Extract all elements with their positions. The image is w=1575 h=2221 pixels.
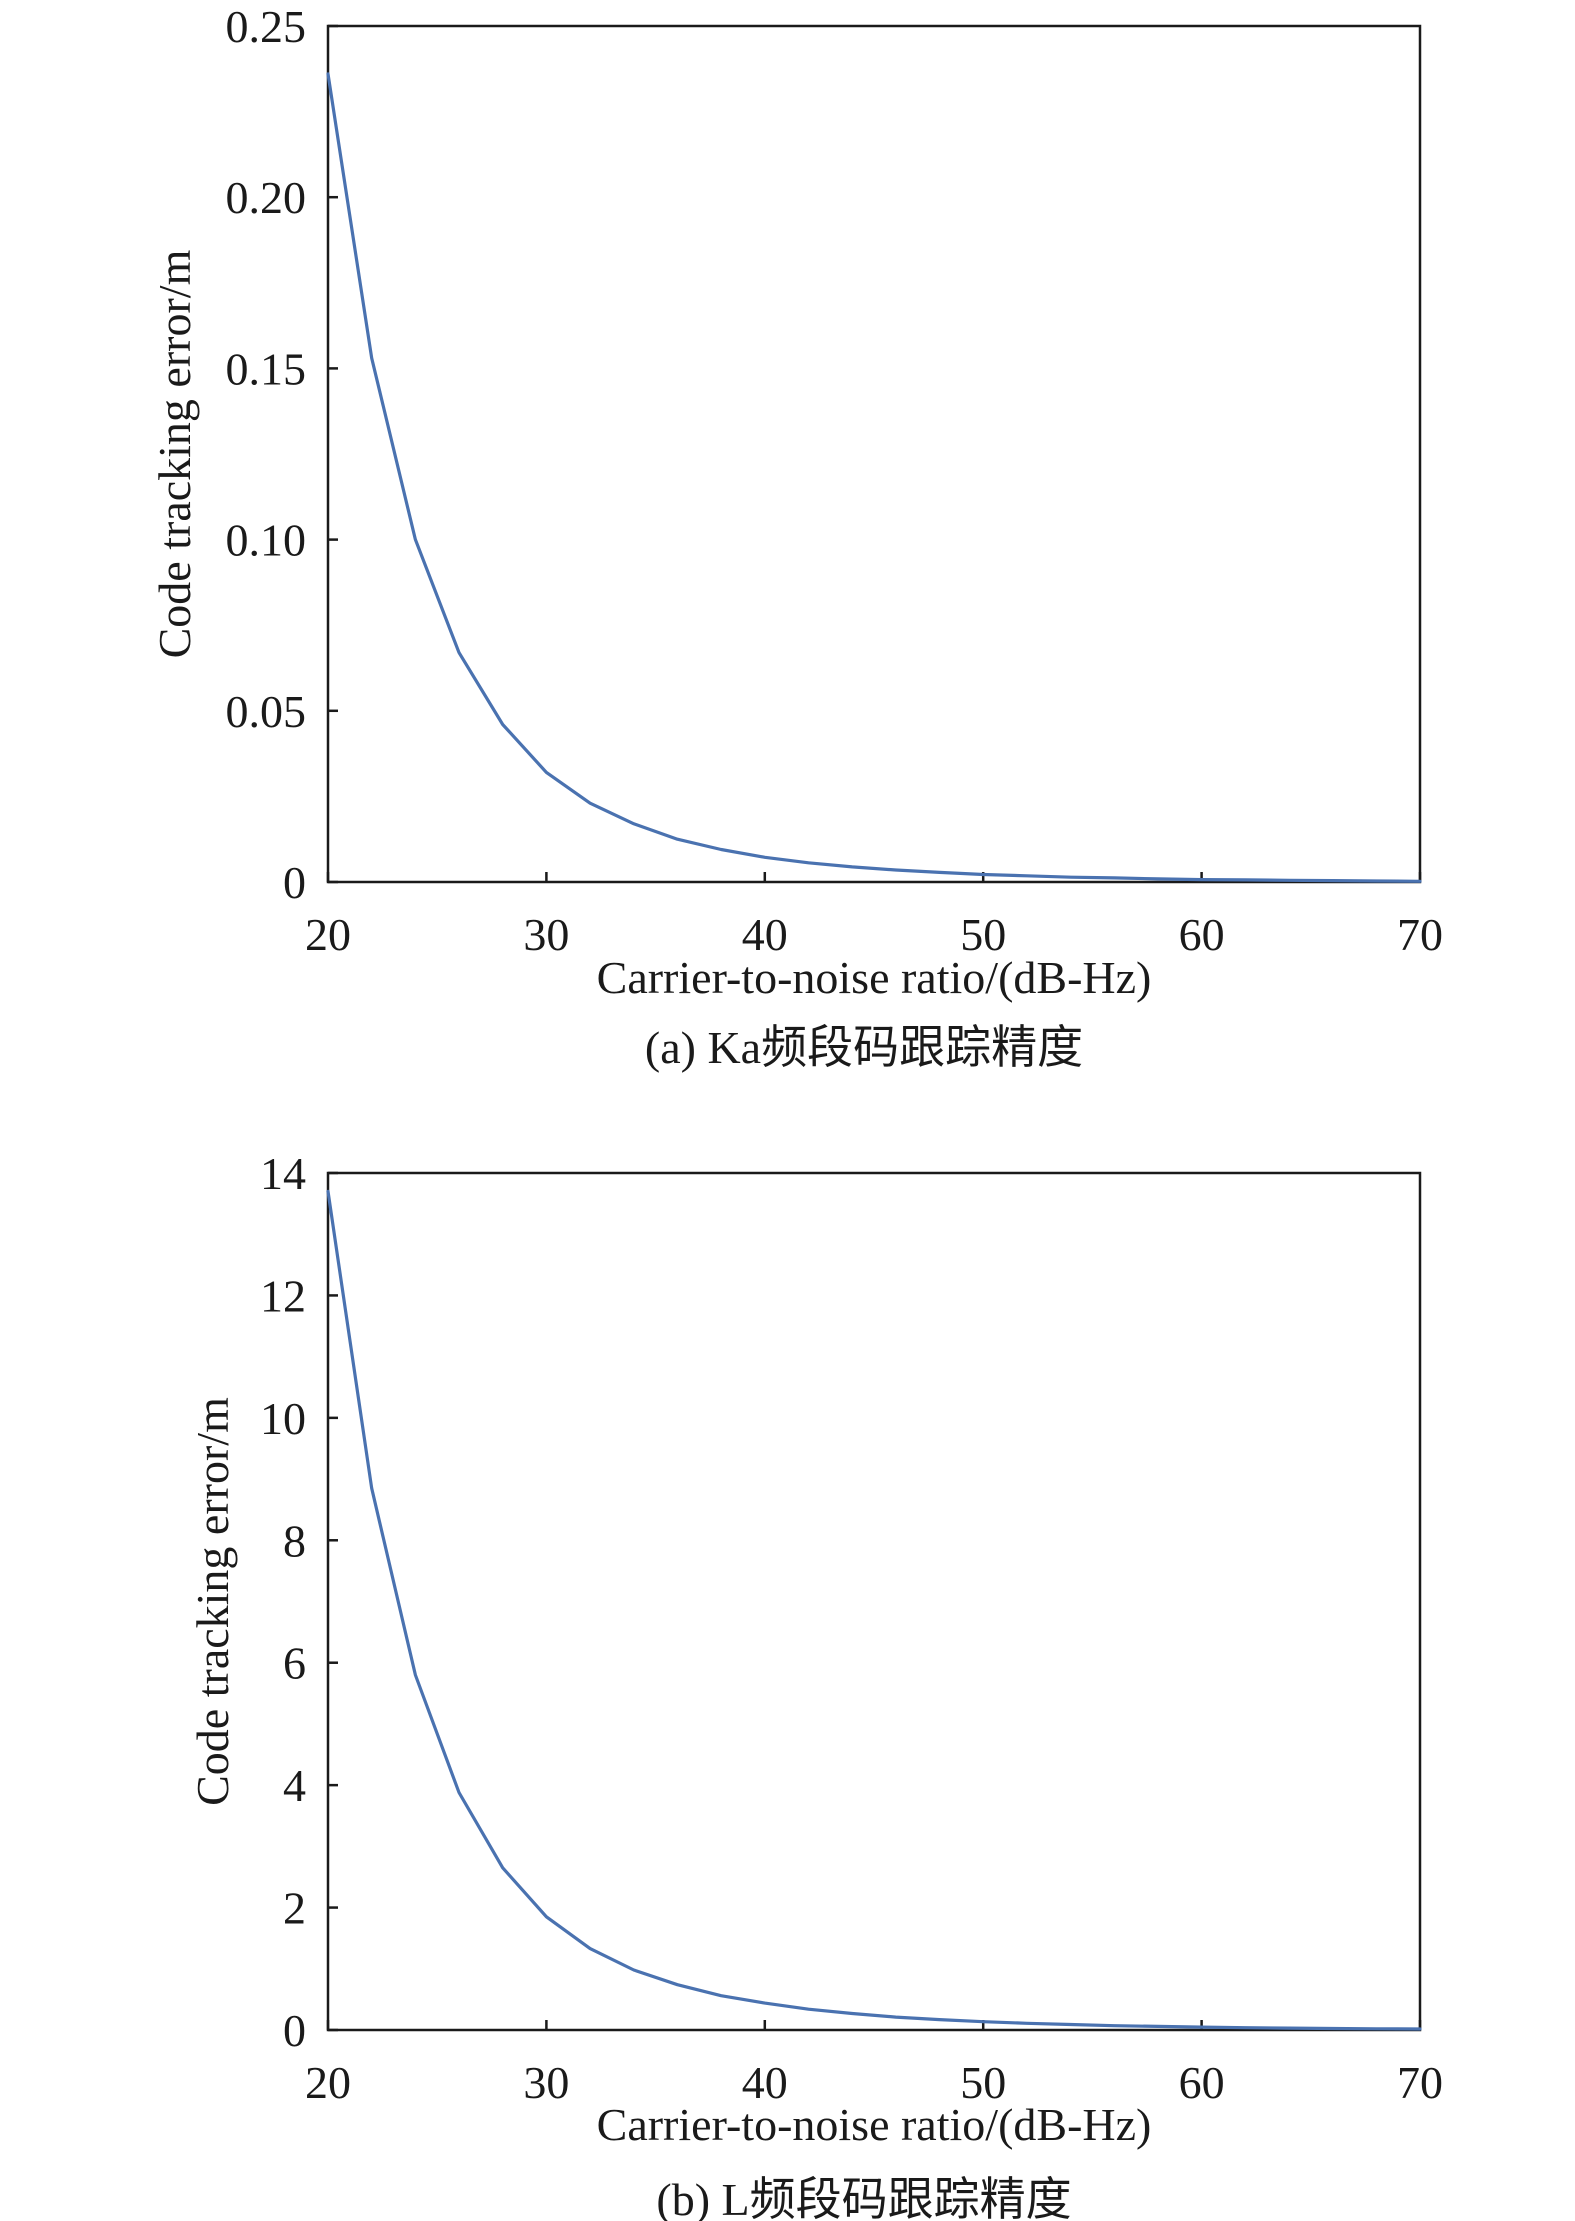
y-tick-label: 8 [283, 1515, 306, 1566]
x-tick-label: 40 [742, 909, 788, 960]
y-axis-label: Code tracking error/m [187, 1397, 238, 1806]
panel-caption: (b) L频段码跟踪精度 [656, 2174, 1071, 2221]
x-tick-label: 70 [1397, 909, 1443, 960]
x-axis-label: Carrier-to-noise ratio/(dB-Hz) [597, 2099, 1152, 2150]
x-tick-label: 70 [1397, 2057, 1443, 2108]
y-tick-label: 2 [283, 1883, 306, 1934]
y-tick-label: 0 [283, 2005, 306, 2056]
plot-frame [326, 1171, 1422, 2032]
x-tick-label: 20 [305, 2057, 351, 2108]
x-tick-label: 30 [523, 2057, 569, 2108]
x-tick-label: 40 [742, 2057, 788, 2108]
series-line [326, 72, 1422, 883]
x-tick-label: 60 [1179, 909, 1225, 960]
panel-caption: (a) Ka频段码跟踪精度 [645, 1022, 1083, 1073]
x-tick-label: 50 [960, 2057, 1006, 2108]
x-tick-label: 20 [305, 909, 351, 960]
x-tick-label: 50 [960, 909, 1006, 960]
y-tick-label: 0.25 [226, 1, 307, 52]
y-tick-label: 4 [283, 1760, 306, 1811]
series-line [326, 1189, 1422, 2031]
y-tick-label: 0.05 [226, 686, 307, 737]
x-axis-label: Carrier-to-noise ratio/(dB-Hz) [597, 952, 1152, 1003]
y-tick-label: 10 [260, 1393, 306, 1444]
y-tick-label: 6 [283, 1638, 306, 1689]
y-tick-label: 14 [260, 1148, 306, 1199]
x-tick-label: 30 [523, 909, 569, 960]
chart-panel-b: 20 30 40 50 60 70 0 2 4 6 8 10 12 14 Carrier-to-noise … [187, 1148, 1443, 2221]
y-tick-label: 12 [260, 1270, 306, 1321]
x-tick-label: 60 [1179, 2057, 1225, 2108]
chart-panel-a: 20 30 40 50 60 70 0 0.05 0.10 0.15 0.20 0.25 Carrier… [149, 1, 1443, 1073]
y-axis-label: Code tracking error/m [149, 249, 200, 658]
y-tick-label: 0.20 [226, 172, 307, 223]
y-tick-label: 0.15 [226, 343, 307, 394]
y-tick-label: 0 [283, 857, 306, 908]
plot-frame [326, 24, 1422, 884]
y-tick-label: 0.10 [226, 515, 307, 566]
